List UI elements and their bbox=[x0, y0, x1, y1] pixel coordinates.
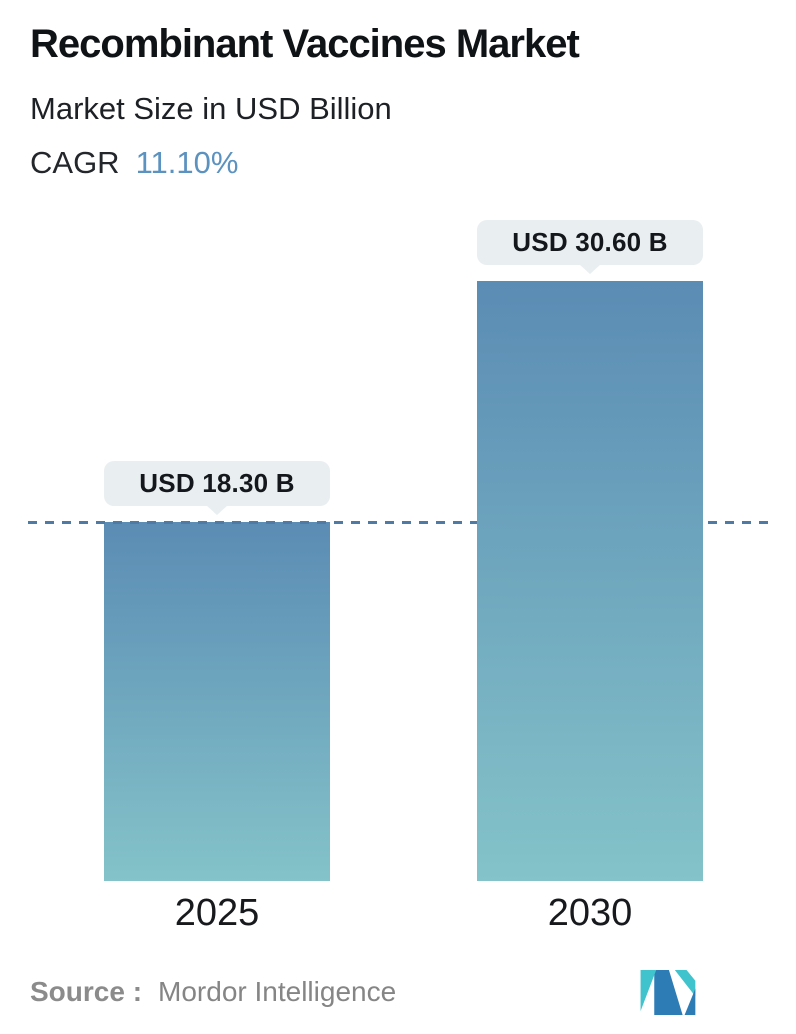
x-axis-label-2025: 2025 bbox=[174, 892, 260, 934]
source-line: Source : Mordor Intelligence bbox=[30, 976, 396, 1008]
source-value: Mordor Intelligence bbox=[158, 976, 397, 1007]
page-title: Recombinant Vaccines Market bbox=[30, 22, 580, 66]
bar-column-2030: USD 30.60 B 2030 bbox=[477, 0, 703, 1034]
bar-column-2025: USD 18.30 B 2025 bbox=[104, 0, 330, 1034]
bar-2025 bbox=[104, 522, 330, 881]
bar-2030 bbox=[477, 281, 703, 881]
value-label-2025: USD 18.30 B bbox=[139, 468, 295, 498]
cagr-row: CAGR 11.10% bbox=[30, 146, 579, 180]
chart-subtitle: Market Size in USD Billion bbox=[30, 91, 392, 126]
footer-row: Source : Mordor Intelligence bbox=[0, 968, 796, 1018]
cagr-label: CAGR bbox=[30, 145, 120, 181]
value-tooltip-2030: USD 30.60 B bbox=[477, 220, 703, 265]
reference-dashed-line bbox=[28, 521, 775, 524]
value-tooltip-2025: USD 18.30 B bbox=[104, 461, 330, 506]
mordor-intelligence-logo bbox=[640, 970, 696, 1015]
cagr-value: 11.10% bbox=[135, 145, 239, 181]
source-label: Source : bbox=[30, 976, 143, 1007]
header-block: Recombinant Vaccines Market Market Size … bbox=[30, 22, 580, 180]
x-axis-label-2030: 2030 bbox=[547, 892, 633, 934]
value-label-2030: USD 30.60 B bbox=[512, 227, 668, 257]
